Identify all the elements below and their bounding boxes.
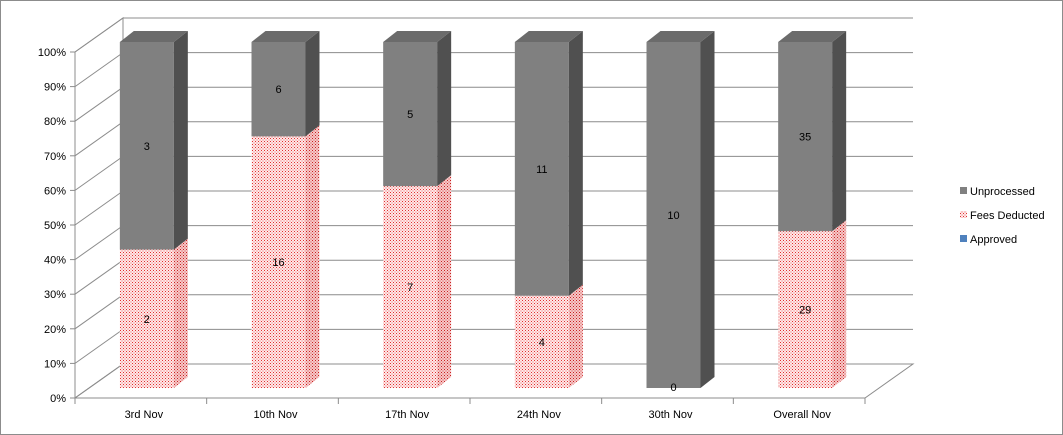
unprocessed-bar-24th-nov-side [568, 31, 583, 296]
y-tick-label: 90% [44, 82, 66, 94]
unprocessed-bar-24th-nov [514, 42, 569, 296]
bar-top-10th-nov [251, 31, 320, 42]
x-tick-label-17th-nov: 17th Nov [385, 409, 430, 421]
fees-deducted-bar-24th-nov [514, 295, 569, 388]
approved-legend-swatch [960, 235, 967, 242]
unprocessed-label-3rd-nov: 3 [144, 141, 150, 153]
gridline-side [74, 225, 124, 261]
bar-top-24th-nov [514, 31, 583, 42]
x-axis-ticks: 3rd Nov 10th Nov 17th Nov 24th Nov 30th Nov O… [74, 398, 866, 421]
fees-deducted-bar-17th-nov [383, 186, 438, 388]
fees-deducted-legend-swatch [960, 211, 967, 218]
gridline-side [74, 121, 124, 157]
unprocessed-bar-3rd-nov [119, 42, 174, 250]
y-tick-label: 40% [44, 255, 66, 267]
y-tick-label: 60% [44, 185, 66, 197]
x-tick-label-30th-nov: 30th Nov [648, 409, 693, 421]
fees-deducted-label-3rd-nov: 2 [144, 314, 150, 326]
approved-label-30th-nov: 0 [670, 382, 676, 394]
y-axis-ticks: 0% 10% 20% 30% 40% 50% 60% 70% 80% 90% 100% [38, 47, 76, 405]
bar-top-overall-nov [778, 31, 847, 42]
approved-legend-label: Approved [970, 234, 1017, 246]
fees-deducted-label-overall-nov: 29 [799, 305, 811, 317]
bar-series [119, 31, 847, 388]
bar-top-3rd-nov [119, 31, 188, 42]
data-labels: 2 3 16 6 7 5 4 11 0 10 29 35 [144, 84, 812, 394]
fees-deducted-bar-overall-nov-side [832, 220, 847, 388]
y-tick-label: 70% [44, 151, 66, 163]
unprocessed-bar-10th-nov-side [305, 31, 320, 137]
gridline-side [74, 86, 124, 122]
fees-deducted-label-10th-nov: 16 [272, 257, 284, 269]
gridline-side [74, 294, 124, 330]
x-tick-label-3rd-nov: 3rd Nov [125, 409, 164, 421]
fees-deducted-legend-label: Fees Deducted [970, 210, 1045, 222]
y-tick-label: 50% [44, 220, 66, 232]
fees-deducted-bar-overall-nov [778, 231, 833, 388]
legend: Unprocessed Fees Deducted Approved [960, 186, 1045, 246]
y-tick-label: 80% [44, 116, 66, 128]
bar-top-30th-nov [646, 31, 715, 42]
unprocessed-bar-17th-nov-side [437, 31, 452, 187]
fees-deducted-bar-3rd-nov-side [173, 238, 188, 388]
unprocessed-bar-30th-nov [646, 42, 701, 388]
fees-deducted-label-24th-nov: 4 [539, 337, 545, 349]
gridline-side [74, 363, 124, 399]
unprocessed-legend-label: Unprocessed [970, 186, 1035, 198]
unprocessed-label-10th-nov: 6 [275, 84, 281, 96]
fees-deducted-bar-24th-nov-side [568, 284, 583, 388]
gridline-side [74, 155, 124, 191]
bar-top-17th-nov [383, 31, 452, 42]
gridline-side [74, 52, 124, 88]
gridline-side [74, 259, 124, 295]
fees-deducted-bar-10th-nov-side [305, 125, 320, 388]
gridline-side [74, 190, 124, 226]
y-tick-label: 30% [44, 289, 66, 301]
gridline-side [74, 328, 124, 364]
unprocessed-bar-overall-nov-side [832, 31, 847, 232]
unprocessed-label-24th-nov: 11 [536, 164, 547, 176]
unprocessed-label-overall-nov: 35 [799, 132, 811, 144]
unprocessed-bar-10th-nov [251, 42, 306, 137]
gridline-side [74, 17, 124, 53]
unprocessed-bar-overall-nov [778, 42, 833, 232]
x-tick-label-overall-nov: Overall Nov [773, 409, 831, 421]
unprocessed-bar-3rd-nov-side [173, 31, 188, 250]
fees-deducted-bar-17th-nov-side [437, 175, 452, 388]
fees-deducted-label-17th-nov: 7 [407, 282, 413, 294]
y-tick-label: 0% [50, 393, 66, 405]
fees-deducted-bar-3rd-nov [119, 249, 174, 388]
unprocessed-label-30th-nov: 10 [667, 210, 679, 222]
unprocessed-bar-30th-nov-side [700, 31, 715, 388]
x-tick-label-24th-nov: 24th Nov [517, 409, 562, 421]
unprocessed-legend-swatch [960, 187, 967, 194]
unprocessed-bar-17th-nov [383, 42, 438, 187]
y-tick-label: 20% [44, 324, 66, 336]
y-tick-label: 10% [44, 358, 66, 370]
x-tick-label-10th-nov: 10th Nov [253, 409, 298, 421]
y-tick-label: 100% [38, 47, 66, 59]
fees-deducted-bar-10th-nov [251, 136, 306, 388]
unprocessed-label-17th-nov: 5 [407, 109, 413, 121]
